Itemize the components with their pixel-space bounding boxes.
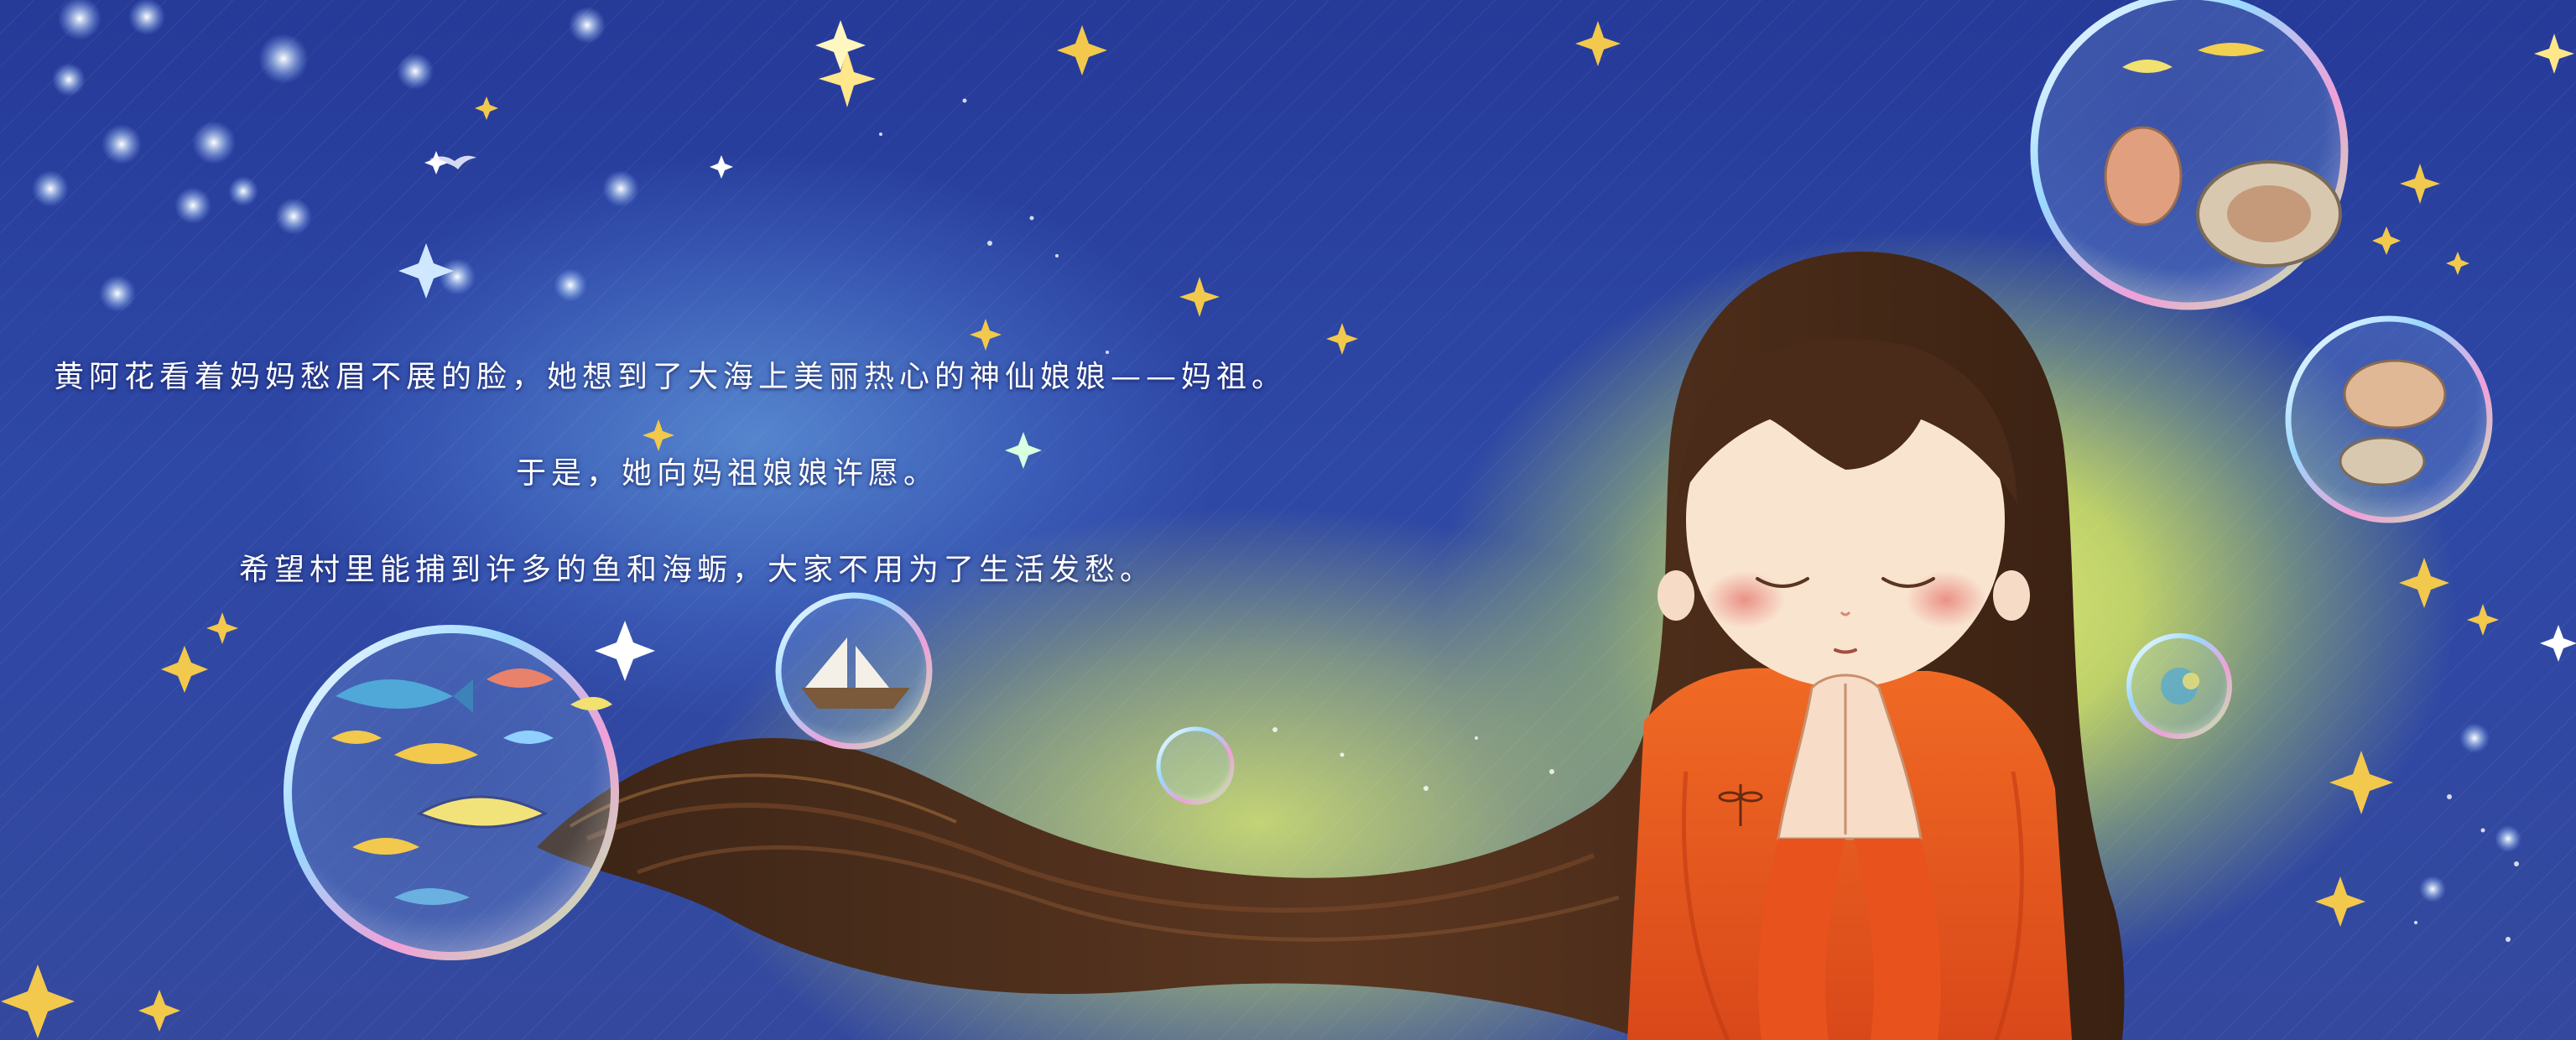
white-sparkles xyxy=(398,20,2576,681)
story-line-2: 于是，她向妈祖娘娘许愿。 xyxy=(516,456,939,491)
boat-bubble xyxy=(775,592,933,750)
oyster-bubble-small xyxy=(2285,315,2493,523)
story-line-3: 希望村里能捕到许多的鱼和海蛎，大家不用为了生活发愁。 xyxy=(239,553,1156,587)
praying-hands xyxy=(1758,673,1941,1040)
story-line-1: 黄阿花看着妈妈愁眉不展的脸，她想到了大海上美丽热心的神仙娘娘——妈祖。 xyxy=(54,360,1288,394)
girl-robe xyxy=(1627,668,2072,1040)
small-bubbles xyxy=(1156,633,2232,805)
dragonfly-icon xyxy=(1718,784,1763,826)
glowing-stars xyxy=(32,0,2521,902)
bird-silhouette xyxy=(429,155,476,169)
fish-bubble xyxy=(284,625,619,960)
girl-face xyxy=(1657,339,2030,688)
dust-sparkles xyxy=(879,98,2519,942)
oyster-bubble-large xyxy=(2030,0,2349,310)
gold-sparkles xyxy=(1,21,2499,1038)
